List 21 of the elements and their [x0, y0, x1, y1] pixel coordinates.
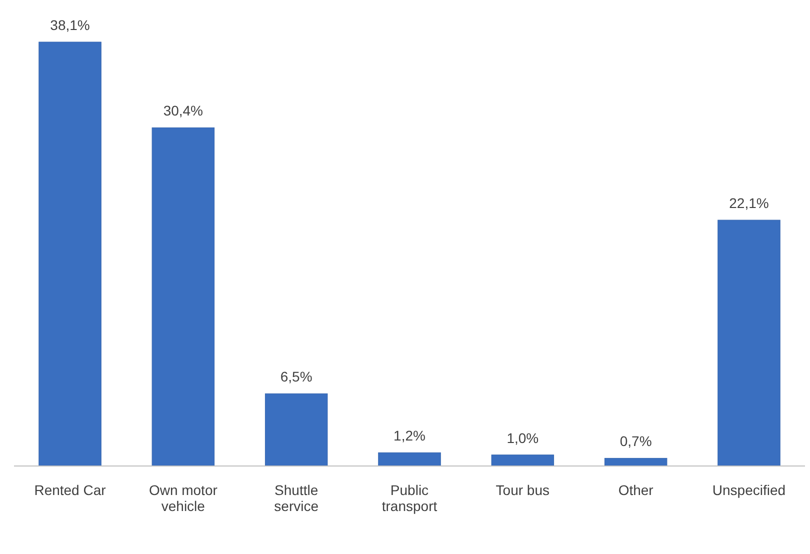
data-label: 1,0% [506, 430, 539, 446]
data-label: 0,7% [620, 433, 652, 450]
data-label: 30,4% [163, 102, 204, 119]
data-label: 6,5% [280, 368, 312, 385]
bar [152, 127, 215, 466]
data-label: 38,1% [50, 17, 90, 33]
data-label: 1,2% [394, 428, 426, 444]
bar [264, 393, 328, 466]
bar [378, 452, 441, 466]
x-tick-label: Rented Car [34, 482, 106, 498]
x-tick-label: Tour bus [496, 482, 550, 498]
bar [38, 42, 102, 466]
bar [604, 458, 668, 466]
bar [491, 454, 554, 466]
x-tick-label: Other [618, 482, 654, 498]
bar [718, 220, 780, 466]
x-tick-label: Unspecified [712, 482, 786, 498]
x-tick-label: Own motor vehicle [148, 482, 218, 514]
x-tick-label: Public transport [382, 482, 438, 514]
data-label: 22,1% [729, 195, 769, 212]
x-tick-label: Shuttle service [274, 482, 319, 514]
